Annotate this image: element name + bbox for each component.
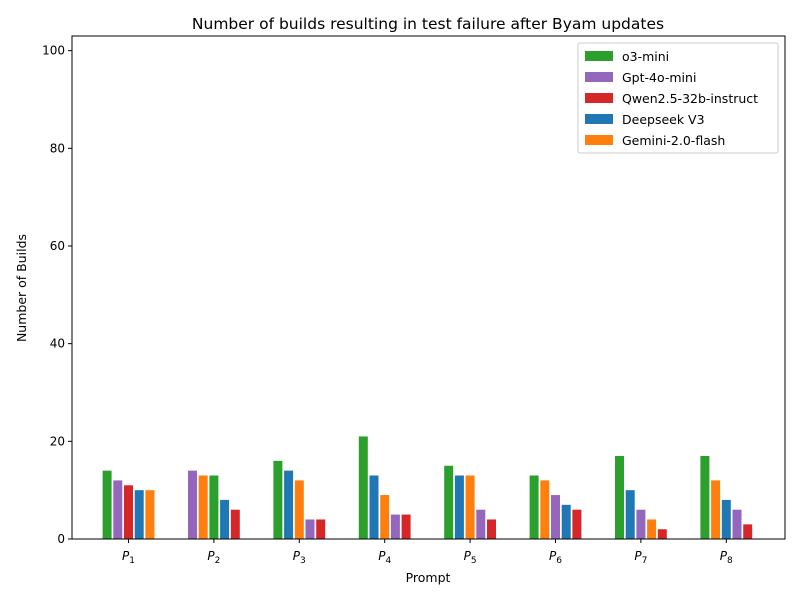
- bar: [316, 519, 326, 539]
- chart-title: Number of builds resulting in test failu…: [192, 15, 664, 33]
- bar: [358, 436, 368, 539]
- x-tick-label: P2: [207, 549, 220, 566]
- y-axis-label: Number of Builds: [14, 234, 29, 342]
- legend-entry-label: Qwen2.5-32b-instruct: [622, 91, 758, 106]
- x-tick-label: P8: [720, 549, 733, 566]
- bar: [305, 519, 315, 539]
- bar: [273, 460, 283, 539]
- bar: [636, 509, 646, 539]
- bar: [401, 514, 411, 539]
- bar: [743, 524, 753, 539]
- bar: [711, 480, 721, 539]
- x-tick-label: P1: [122, 549, 135, 566]
- bar: [615, 455, 624, 539]
- x-tick-label: P7: [634, 549, 647, 566]
- legend: o3-mini Gpt-4o-mini Qwen2.5-32b-instruct De…: [577, 42, 779, 154]
- legend-swatch: [585, 135, 613, 145]
- x-axis: P1 P2 P3 P4 P5 P6 P7 P8: [122, 539, 733, 566]
- bar: [284, 470, 294, 539]
- legend-swatch: [585, 51, 613, 61]
- y-tick-label: 60: [50, 239, 65, 253]
- bar: [134, 490, 144, 539]
- bar: [124, 485, 133, 539]
- bar: [145, 490, 155, 539]
- bar: [625, 490, 635, 539]
- x-tick-label: P4: [378, 549, 391, 566]
- bar: [454, 475, 464, 539]
- bar: [380, 495, 390, 539]
- bar: [209, 475, 219, 539]
- x-tick-label: P3: [293, 549, 306, 566]
- y-axis: 0 20 40 60 80 100: [42, 44, 72, 546]
- bar: [198, 475, 208, 539]
- bar: [657, 529, 667, 539]
- bar: [294, 480, 304, 539]
- bar: [113, 480, 123, 539]
- legend-box: [577, 42, 779, 154]
- bar: [230, 509, 240, 539]
- legend-entry-label: o3-mini: [622, 49, 669, 64]
- bar: [647, 519, 657, 539]
- bar: [572, 509, 582, 539]
- bar: [721, 499, 731, 539]
- y-tick-label: 20: [50, 434, 65, 448]
- bars-layer: [102, 436, 753, 539]
- bar: [444, 465, 454, 539]
- legend-swatch: [585, 72, 613, 82]
- bar: [390, 514, 400, 539]
- bar: [220, 499, 230, 539]
- bar: [540, 480, 550, 539]
- x-axis-label: Prompt: [406, 570, 451, 585]
- plot-frame: [71, 35, 786, 540]
- bar: [102, 470, 112, 539]
- bar: [551, 495, 560, 539]
- bar: [465, 475, 475, 539]
- bar: [529, 475, 539, 539]
- bar: [561, 504, 571, 539]
- legend-swatch: [585, 114, 613, 124]
- x-tick-label: P6: [549, 549, 562, 566]
- bar: [700, 455, 710, 539]
- legend-entry-label: Gemini-2.0-flash: [622, 133, 725, 148]
- bar: [487, 519, 496, 539]
- y-tick-label: 40: [50, 337, 65, 351]
- bar: [476, 509, 486, 539]
- bar: [369, 475, 379, 539]
- legend-entry-label: Gpt-4o-mini: [622, 70, 696, 85]
- y-tick-label: 0: [57, 532, 65, 546]
- bar: [188, 470, 197, 539]
- legend-entry-label: Deepseek V3: [622, 112, 705, 127]
- legend-swatch: [585, 93, 613, 103]
- y-tick-label: 100: [42, 44, 65, 58]
- x-tick-label: P5: [464, 549, 477, 566]
- bar: [732, 509, 742, 539]
- y-tick-label: 80: [50, 141, 65, 155]
